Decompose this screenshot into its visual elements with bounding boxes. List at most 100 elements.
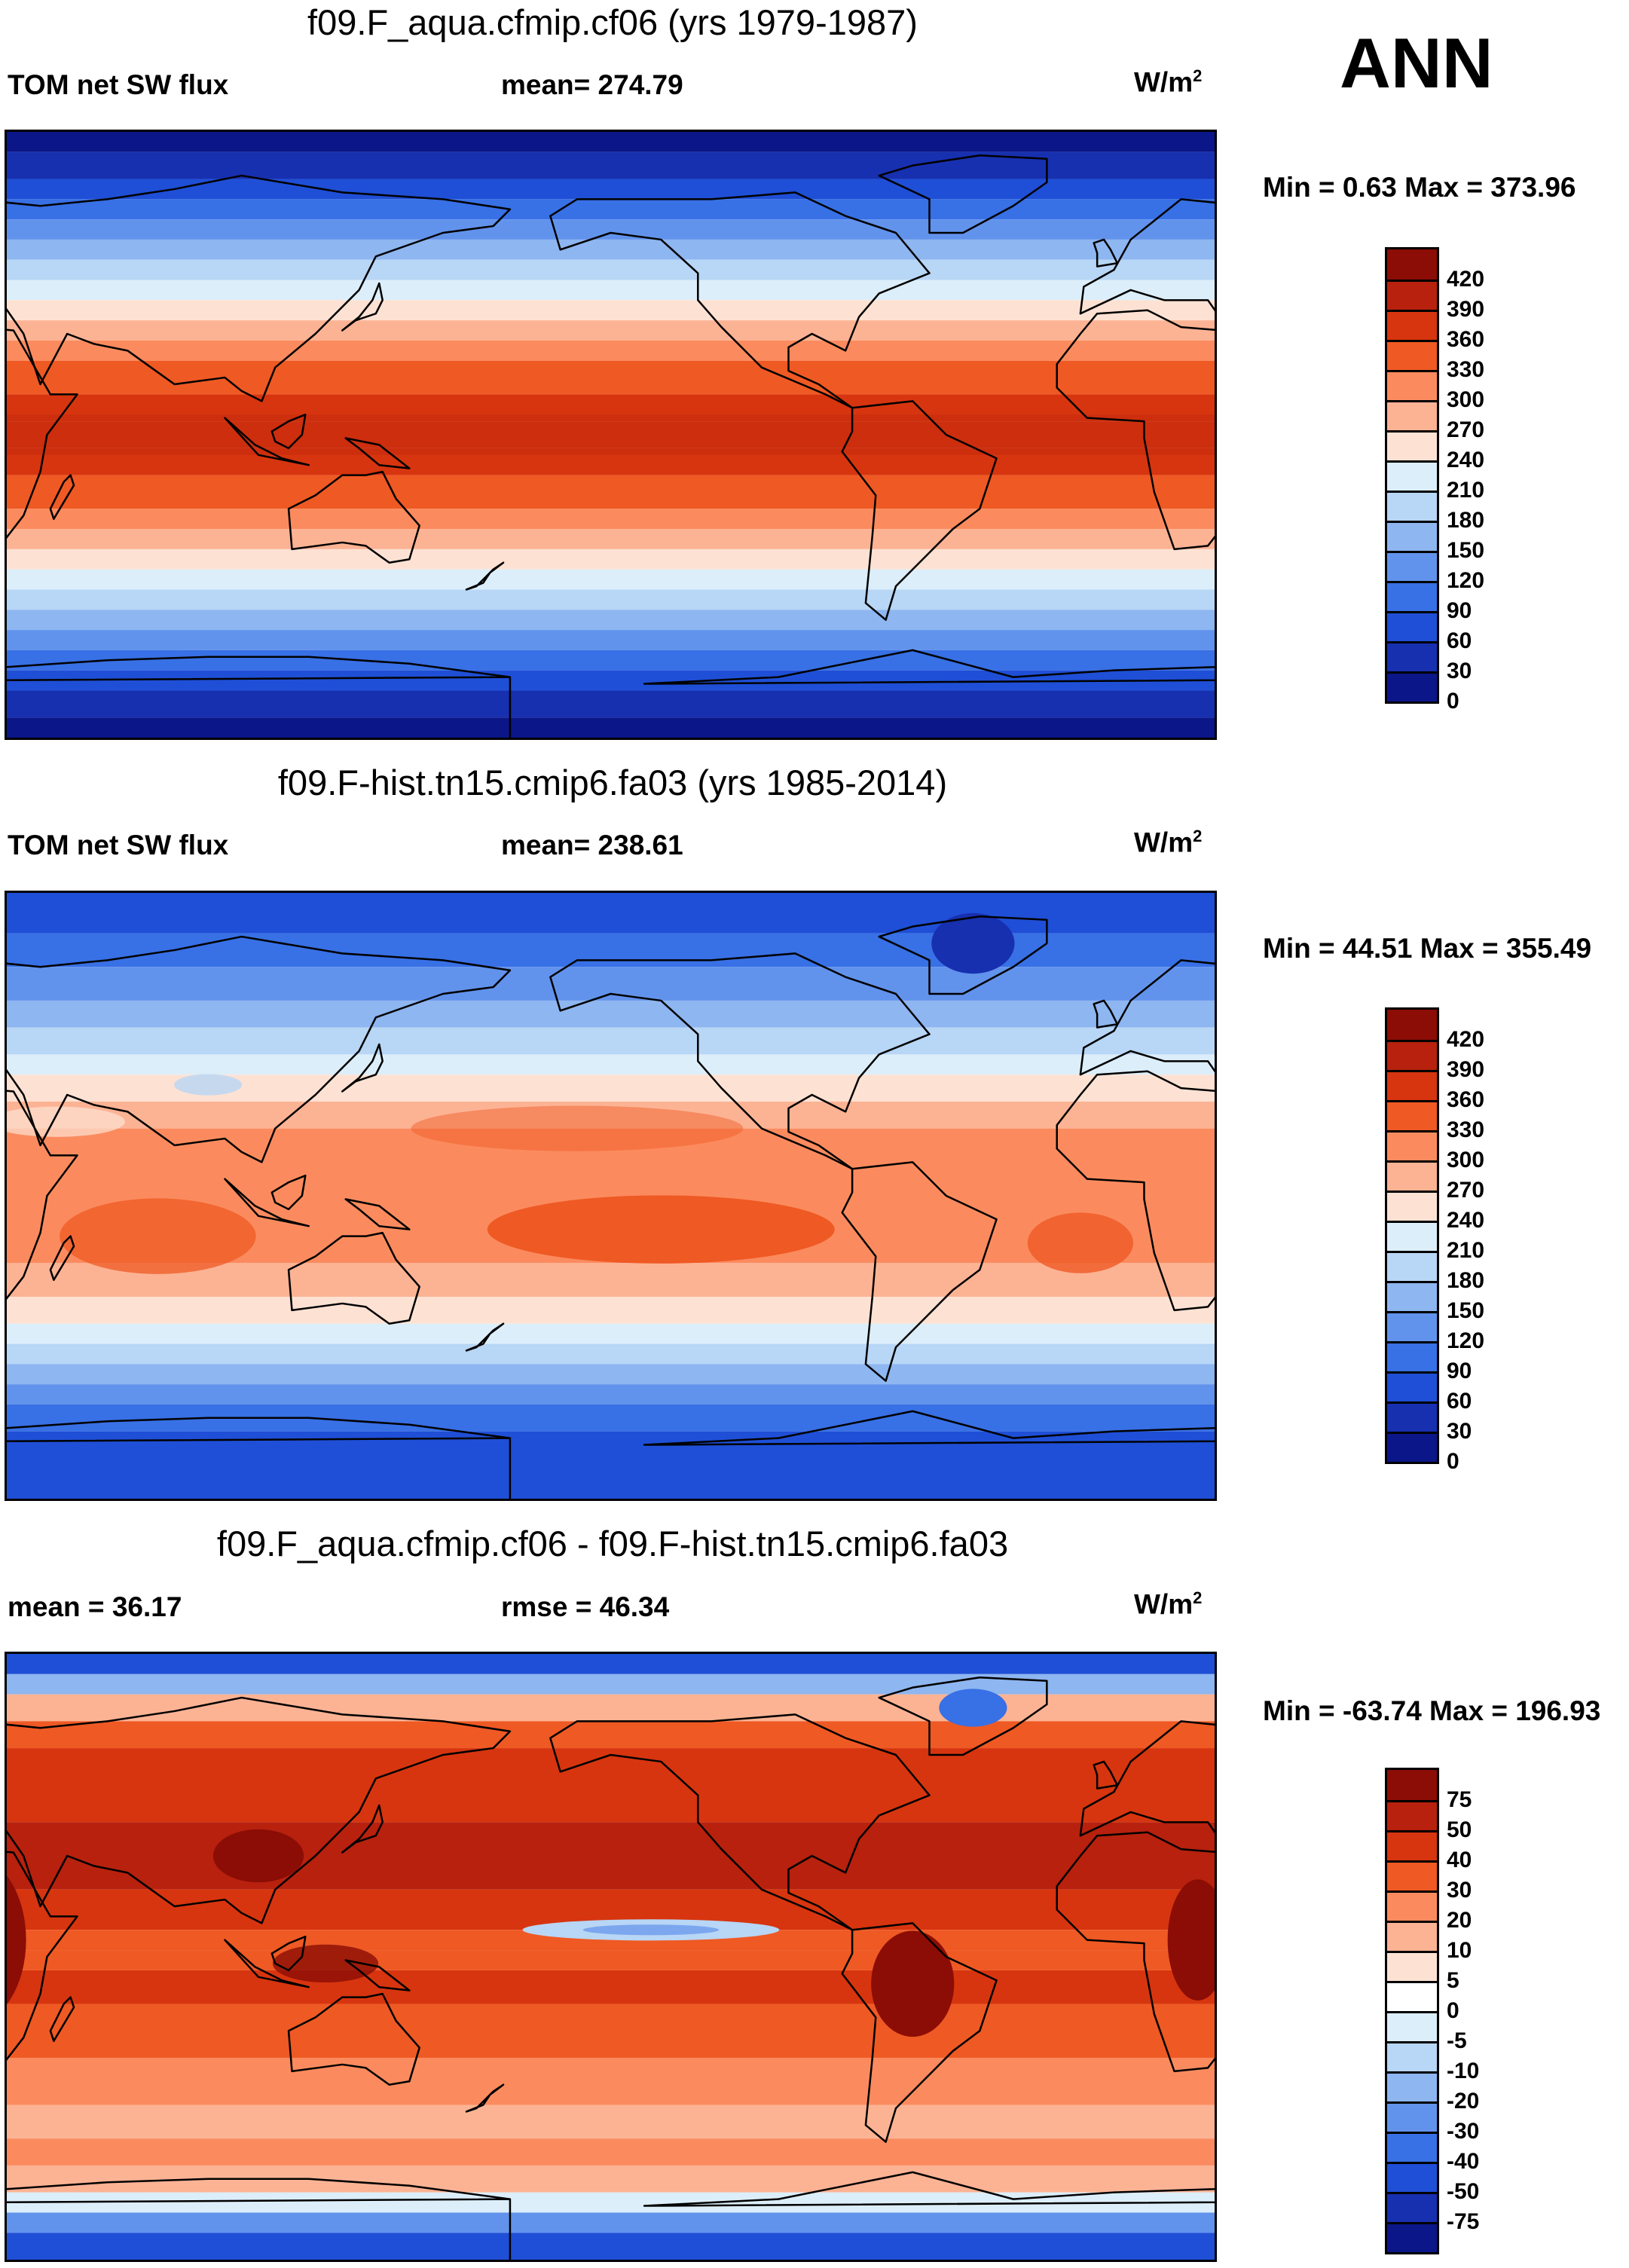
colorbar-tick-label: -30: [1447, 2119, 1480, 2144]
zonal-band: [7, 1950, 1215, 1970]
panel-1-units: W/m2: [1134, 66, 1203, 98]
panel-3-rmse-label: rmse = 46.34: [501, 1591, 670, 1622]
colorbar-tick-label: 300: [1447, 1148, 1485, 1172]
coastline-japan: [341, 1043, 384, 1093]
zonal-band: [7, 1694, 1215, 1722]
colorbar-tick-label: 330: [1447, 357, 1485, 382]
zonal-band: [7, 132, 1215, 152]
zonal-band: [7, 1364, 1215, 1385]
coastline-antarctica: [7, 1417, 512, 1499]
zonal-band: [7, 717, 1215, 738]
colorbar-tick-label: 390: [1447, 1057, 1485, 1082]
coastline-australia: [287, 1992, 420, 2086]
coastline-antarctica: [643, 1410, 1215, 1446]
colorbar-swatch: [1387, 1130, 1437, 1160]
zonal-band: [7, 2192, 1215, 2213]
equatorial-peak-band: [7, 414, 1215, 455]
season-label: ANN: [1340, 23, 1493, 102]
coastline-southAmerica: [841, 1922, 998, 2143]
panel-3-mean-label: mean = 36.17: [8, 1591, 182, 1622]
colorbar-tick-label: 150: [1447, 538, 1485, 563]
coastline-australia: [287, 1231, 420, 1325]
colorbar-swatch: [1387, 249, 1437, 280]
colorbar-swatch: [1387, 1251, 1437, 1281]
colorbar-swatch: [1387, 641, 1437, 671]
colorbar-swatch: [1387, 460, 1437, 491]
panel-1-variable-label: TOM net SW flux: [8, 69, 229, 100]
colorbar-swatch: [1387, 1830, 1437, 1860]
colorbar-swatch: [1387, 2192, 1437, 2222]
zonal-band: [7, 549, 1215, 570]
colorbar-swatch: [1387, 1401, 1437, 1432]
panel-1-mean-label: mean= 274.79: [501, 69, 683, 100]
colorbar-tick-label: 40: [1447, 1848, 1472, 1872]
zonal-band: [7, 2212, 1215, 2233]
zonal-band: [7, 1384, 1215, 1405]
zonal-band: [7, 650, 1215, 671]
zonal-band: [7, 219, 1215, 240]
coastline-greenland: [878, 1677, 1048, 1756]
colorbar-swatch: [1387, 581, 1437, 611]
panel-2-colorbar: [1385, 1007, 1439, 1464]
zonal-band: [7, 1654, 1215, 1674]
colorbar-swatch: [1387, 2222, 1437, 2252]
north-pacific-warm: [411, 1105, 744, 1151]
colorbar-swatch: [1387, 2101, 1437, 2132]
zonal-band: [7, 630, 1215, 650]
coastline-indonesia: [224, 1178, 310, 1227]
colorbar-tick-label: 30: [1447, 1878, 1472, 1903]
colorbar-tick-label: -50: [1447, 2179, 1480, 2204]
colorbar-tick-label: 180: [1447, 1268, 1485, 1293]
colorbar-swatch: [1387, 2011, 1437, 2041]
zonal-band: [7, 1054, 1215, 1075]
zonal-band: [7, 569, 1215, 590]
coastline-uk: [1093, 999, 1119, 1029]
colorbar-tick-label: -75: [1447, 2209, 1480, 2234]
colorbar-tick-label: 150: [1447, 1298, 1485, 1323]
zonal-band: [7, 1000, 1215, 1028]
zonal-band: [7, 1027, 1215, 1055]
colorbar-swatch: [1387, 400, 1437, 430]
coastline-antarctica: [7, 2178, 512, 2260]
zonal-band: [7, 1822, 1215, 1890]
colorbar-tick-label: 90: [1447, 1359, 1472, 1383]
zonal-band: [7, 421, 1215, 448]
panel-2-map-svg: [7, 893, 1215, 1499]
colorbar-tick-label: 60: [1447, 628, 1472, 653]
colorbar-tick-label: 120: [1447, 1328, 1485, 1353]
coastline-northAmerica: [549, 1713, 931, 1931]
zonal-band: [7, 1673, 1215, 1695]
zonal-band: [7, 1323, 1215, 1344]
colorbar-tick-label: 210: [1447, 478, 1485, 503]
zonal-band: [7, 239, 1215, 260]
zonal-band: [7, 2104, 1215, 2139]
colorbar-swatch: [1387, 2132, 1437, 2162]
coastline-indonesia: [224, 417, 310, 466]
tibet-low: [174, 1074, 243, 1096]
coastline-antarctica: [7, 656, 512, 738]
zonal-band: [7, 475, 1215, 509]
coastline-japan: [341, 1804, 384, 1854]
coastline-africa: [1056, 1070, 1215, 1312]
zonal-band: [7, 320, 1215, 341]
colorbar-swatch: [1387, 2041, 1437, 2071]
colorbar-swatch: [1387, 1160, 1437, 1191]
colorbar-swatch: [1387, 1311, 1437, 1341]
colorbar-swatch: [1387, 2162, 1437, 2192]
colorbar-swatch: [1387, 1191, 1437, 1221]
colorbar-tick-label: 360: [1447, 1087, 1485, 1112]
zonal-band: [7, 1263, 1215, 1297]
colorbar-swatch: [1387, 1281, 1437, 1311]
zonal-band: [7, 589, 1215, 610]
maritime-positive: [272, 1944, 379, 1983]
coastline-japan: [341, 282, 384, 332]
coastline-borneo: [270, 1174, 307, 1211]
colorbar-swatch: [1387, 2071, 1437, 2101]
colorbar-tick-label: 180: [1447, 508, 1485, 533]
zonal-band: [7, 1970, 1215, 2004]
coastline-africa: [1056, 1831, 1215, 2073]
coastline-eurasia: [7, 174, 512, 402]
colorbar-swatch: [1387, 1100, 1437, 1130]
coastline-greenland: [878, 915, 1048, 995]
colorbar-tick-label: 120: [1447, 568, 1485, 593]
